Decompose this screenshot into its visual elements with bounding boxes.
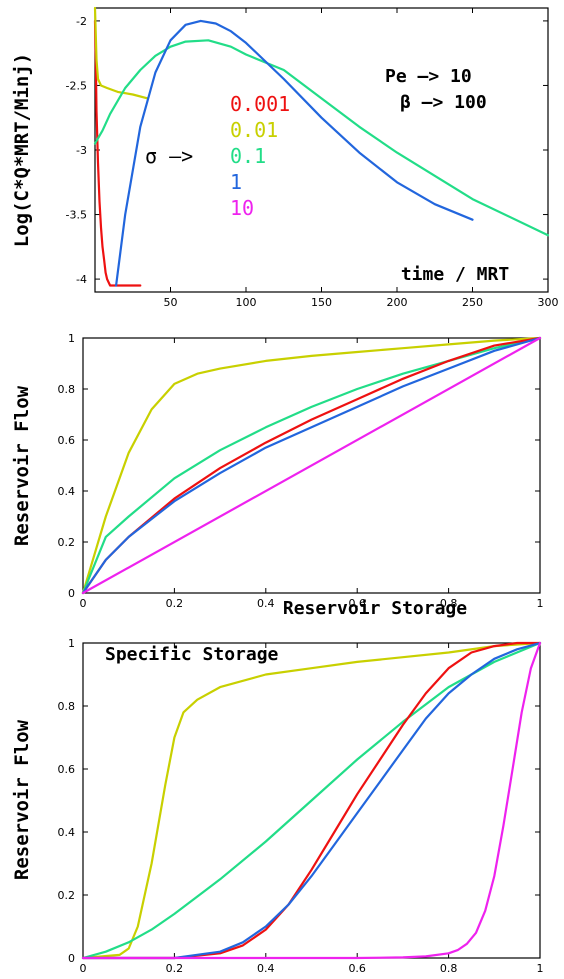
plot-frame <box>82 337 541 594</box>
legend-entry: 10 <box>230 196 254 220</box>
chart-panel-1: 50 100 150 200 250 300 -2 -2.5 -3 -3.5 -4 Log(C*Q*M… <box>11 6 559 309</box>
series-line-sigma-10 <box>81 336 542 595</box>
x-tick-label: 200 <box>387 296 408 309</box>
x-tick-label: 150 <box>311 296 332 309</box>
y-tick-label: -2 <box>76 15 87 28</box>
y-tick-label: 0.6 <box>58 434 76 447</box>
series-line-sigma-0_001 <box>93 19 142 287</box>
y-axis-label: Log(C*Q*MRT/Minj) <box>11 53 33 247</box>
y-tick-label: -3.5 <box>66 209 87 222</box>
series-line-sigma-0_1 <box>81 641 542 960</box>
y-axis-label: Reservoir Flow <box>11 719 33 880</box>
x-tick-label: 0.4 <box>257 962 275 975</box>
legend-entry: 0.001 <box>230 92 290 116</box>
y-tick-label: 0.6 <box>58 763 76 776</box>
y-tick-label: 1 <box>68 637 75 650</box>
series-line-sigma-0_001 <box>81 641 542 960</box>
series-line-sigma-1 <box>114 19 474 287</box>
x-tick-label: 0.8 <box>440 597 458 610</box>
parameter-annotation: β —> 100 <box>400 92 487 113</box>
panel-annotation: Specific Storage <box>105 644 279 665</box>
x-tick-label: 0 <box>80 962 87 975</box>
x-tick-label: 250 <box>462 296 483 309</box>
y-tick-label: 1 <box>68 332 75 345</box>
chart-panel-3: 0 0.2 0.4 0.6 0.8 1 0 0.2 0.4 0.6 0.8 1 Reservoir Fl… <box>11 637 544 975</box>
x-tick-label: 0 <box>80 597 87 610</box>
x-tick-label: 0.2 <box>166 962 184 975</box>
chart-panel-2: 0 0.2 0.4 0.6 0.8 1 0 0.2 0.4 0.6 0.8 1 Reservoir Fl… <box>11 332 544 619</box>
y-tick-label: 0.4 <box>58 485 76 498</box>
legend-entry: 0.01 <box>230 118 278 142</box>
y-tick-label: -4 <box>76 273 87 286</box>
x-tick-label: 300 <box>538 296 559 309</box>
x-axis-label: time / MRT <box>401 264 510 285</box>
legend-entry: 0.1 <box>230 144 266 168</box>
y-tick-label: 0.2 <box>58 536 76 549</box>
x-tick-label: 1 <box>537 962 544 975</box>
x-tick-label: 0.6 <box>348 962 366 975</box>
x-tick-label: 100 <box>236 296 257 309</box>
y-tick-label: 0.8 <box>58 383 76 396</box>
series-line-sigma-1 <box>81 641 542 960</box>
series-line-sigma-0_01 <box>93 6 149 100</box>
legend-title: σ —> <box>145 144 193 168</box>
series-line-sigma-1 <box>81 336 542 595</box>
y-tick-label: 0.4 <box>58 826 76 839</box>
series-line-sigma-0_1 <box>93 39 550 237</box>
y-axis-label: Reservoir Flow <box>11 385 33 546</box>
y-tick-label: -3 <box>76 144 87 157</box>
x-tick-label: 0.4 <box>257 597 275 610</box>
y-tick-label: 0.8 <box>58 700 76 713</box>
legend-entry: 1 <box>230 170 242 194</box>
series-line-sigma-10 <box>81 641 542 960</box>
x-tick-label: 0.2 <box>166 597 184 610</box>
y-tick-label: 0 <box>68 952 75 965</box>
series-line-sigma-0_01 <box>81 336 542 595</box>
x-tick-label: 0.8 <box>440 962 458 975</box>
y-tick-label: 0.2 <box>58 889 76 902</box>
x-tick-label: 1 <box>537 597 544 610</box>
y-tick-label: 0 <box>68 587 75 600</box>
series-line-sigma-0_01 <box>81 641 542 960</box>
x-tick-label: 50 <box>164 296 178 309</box>
parameter-annotation: Pe —> 10 <box>385 66 472 87</box>
x-tick-label: 0.6 <box>348 597 366 610</box>
y-tick-label: -2.5 <box>66 79 87 92</box>
x-axis-label: Reservoir Storage <box>283 598 467 619</box>
